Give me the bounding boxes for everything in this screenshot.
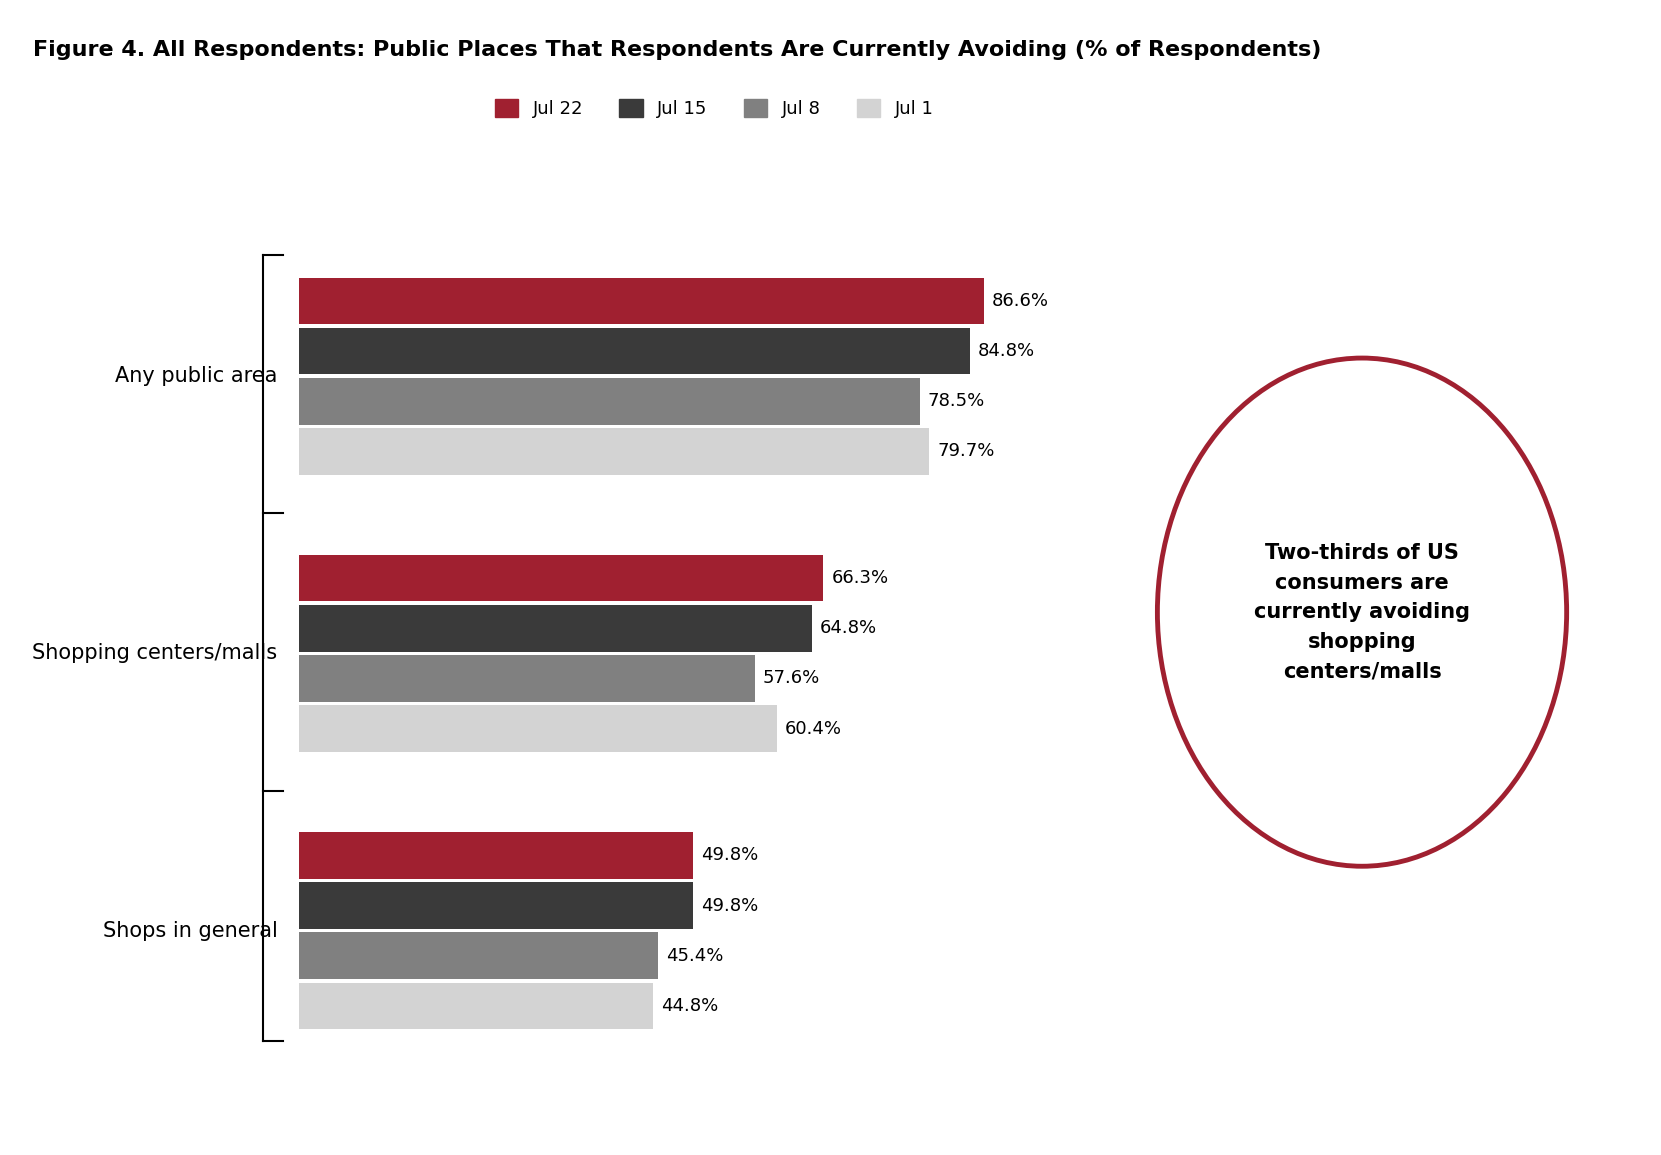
Text: Two-thirds of US
consumers are
currently avoiding
shopping
centers/malls: Two-thirds of US consumers are currently…	[1254, 543, 1470, 681]
Text: 49.8%: 49.8%	[701, 847, 757, 864]
Bar	[299, 706, 777, 752]
Text: 45.4%: 45.4%	[666, 947, 723, 964]
Text: 64.8%: 64.8%	[819, 619, 877, 638]
Bar	[299, 932, 658, 979]
Legend: Jul 22, Jul 15, Jul 8, Jul 1: Jul 22, Jul 15, Jul 8, Jul 1	[487, 90, 942, 127]
Bar	[299, 429, 930, 475]
Text: 86.6%: 86.6%	[992, 292, 1048, 310]
Bar	[299, 378, 920, 425]
Text: 57.6%: 57.6%	[762, 670, 821, 687]
Bar	[299, 655, 754, 702]
Text: 79.7%: 79.7%	[937, 442, 995, 461]
Text: Figure 4. All Respondents: Public Places That Respondents Are Currently Avoiding: Figure 4. All Respondents: Public Places…	[33, 40, 1322, 60]
Bar	[299, 882, 693, 929]
Text: 66.3%: 66.3%	[830, 569, 889, 587]
Bar	[299, 605, 812, 651]
Text: 44.8%: 44.8%	[661, 997, 719, 1015]
Bar	[299, 554, 824, 602]
Bar	[299, 832, 693, 879]
Bar	[299, 277, 983, 325]
Bar	[299, 983, 653, 1029]
Text: 78.5%: 78.5%	[928, 393, 985, 410]
Text: 49.8%: 49.8%	[701, 896, 757, 915]
Bar	[299, 328, 970, 374]
Text: 60.4%: 60.4%	[784, 720, 842, 738]
Text: 84.8%: 84.8%	[978, 342, 1035, 360]
